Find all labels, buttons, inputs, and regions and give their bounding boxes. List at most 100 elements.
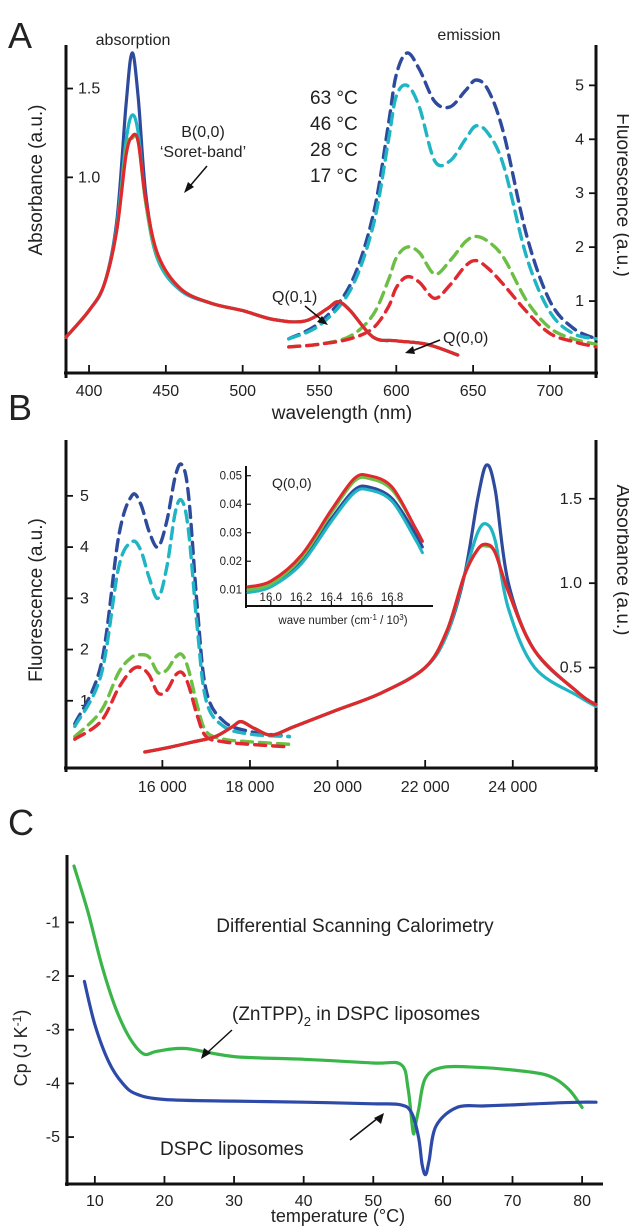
panel-a-emission-28-c-line — [287, 234, 598, 349]
panel-b-absorption-28-c-line — [143, 543, 598, 754]
legend-46c: 46 °C — [310, 114, 358, 135]
panel-c-ytick-label: -3 — [46, 1022, 60, 1039]
panel-a-left-ytick-label: 1.5 — [78, 81, 100, 98]
annotation-dspc: DSPC liposomes — [160, 1139, 304, 1160]
inset-17-c-line — [246, 472, 424, 589]
panel-a-x-label: wavelength (nm) — [271, 403, 412, 424]
annotation-znTPP: (ZnTPP)2 in DSPC liposomes — [232, 1004, 480, 1029]
panel-c-x-label: temperature (°C) — [271, 1206, 405, 1226]
panel-label-a: A — [8, 15, 32, 56]
panel-c-xtick-label: 50 — [364, 1193, 382, 1210]
panel-a-emission-46-c-line — [287, 83, 598, 341]
panel-a-xtick-label: 500 — [229, 383, 256, 400]
arrow-q00-head — [405, 346, 415, 354]
inset-xtick-label: 16.0 — [260, 592, 282, 604]
panel-b-xtick-label: 20 000 — [313, 779, 362, 796]
inset-63-c-line — [246, 484, 424, 592]
inset-ytick-label: 0.05 — [220, 471, 242, 483]
panel-c-dspc-liposomes-line — [82, 979, 598, 1177]
panel-a-absorption-63-c-line — [64, 51, 460, 357]
panel-c-zntpp-2-in-dspc-liposomes-line — [72, 864, 584, 1136]
arrow-dspc-head — [374, 1113, 384, 1124]
panel-c-xtick-label: 10 — [86, 1193, 104, 1210]
arrow-q01 — [304, 305, 323, 321]
arrow-soret — [189, 165, 208, 187]
arrow-znTPP-head — [201, 1048, 211, 1059]
panel-c-ytick-label: -5 — [46, 1129, 60, 1146]
panel-c-ytick-label: -1 — [46, 914, 60, 931]
panel-a-xtick-label: 600 — [383, 383, 410, 400]
inset-xtick-label: 16.4 — [320, 592, 343, 604]
panel-a-emission-63-c-line — [287, 51, 598, 341]
panel-b-y-label-left: Fluorescence (a.u.) — [26, 518, 47, 682]
inset-xtick-label: 16.2 — [290, 592, 312, 604]
panel-b-xtick-label: 16 000 — [138, 779, 187, 796]
panel-a-right-ytick-label: 5 — [575, 77, 584, 94]
panel-b-xtick-label: 24 000 — [488, 779, 537, 796]
panel-c-xtick-label: 20 — [156, 1193, 174, 1210]
inset-x-label: wave number (cm-1 / 103) — [277, 613, 407, 627]
panel-a-xtick-label: 450 — [153, 383, 180, 400]
inset-46-c-line — [246, 487, 424, 595]
panel-b-xtick-label: 18 000 — [225, 779, 274, 796]
panel-b-left-ytick-label: 4 — [80, 539, 89, 556]
panel-c-title: Differential Scanning Calorimetry — [216, 916, 494, 937]
panel-label-c: C — [8, 802, 34, 843]
panel-b-emission-63-c-line — [73, 462, 292, 739]
panel-b-absorption-17-c-line — [143, 542, 598, 754]
arrow-dspc — [349, 1117, 379, 1141]
panel-a-right-ytick-label: 3 — [575, 185, 584, 202]
inset-ytick-label: 0.02 — [220, 556, 242, 568]
legend-17c: 17 °C — [310, 166, 358, 187]
label-absorption: absorption — [96, 32, 171, 49]
inset-xtick-label: 16.8 — [381, 592, 403, 604]
inset-xtick-label: 16.6 — [351, 592, 373, 604]
panel-c-y-label: Cp (J K-1) — [10, 1010, 31, 1087]
panel-c-xtick-label: 40 — [295, 1193, 313, 1210]
panel-b-xtick-label: 22 000 — [401, 779, 450, 796]
panel-label-b: B — [8, 387, 32, 428]
panel-b-right-ytick-label: 1.5 — [560, 491, 582, 508]
legend-28c: 28 °C — [310, 140, 358, 161]
panel-a-left-ytick-label: 1.0 — [78, 169, 100, 186]
panel-b: 16 000 18 000 20 000 22 000 24 000 1 2 3 4 5 0.5… — [26, 440, 629, 796]
panel-b-left-ytick-label: 1 — [80, 693, 89, 710]
inset-q00: 16.0 16.2 16.4 16.6 16.8 0.01 0.02 0.03 0.04 0.0… — [220, 466, 433, 627]
arrow-q00 — [411, 339, 441, 352]
panel-c-xtick-label: 60 — [434, 1193, 452, 1210]
panel-a-xtick-label: 400 — [76, 383, 103, 400]
panel-a-absorption-17-c-line — [64, 132, 460, 357]
panel-a-right-ytick-label: 4 — [575, 131, 584, 148]
panel-c: 10 20 30 40 50 60 70 80 -1 -2 -3 -4 -5 Differential… — [10, 855, 603, 1226]
panel-b-right-ytick-label: 0.5 — [560, 660, 582, 677]
label-soret-1: B(0,0) — [181, 124, 225, 141]
label-soret-2: ‘Soret-band’ — [160, 144, 246, 161]
panel-c-xtick-label: 70 — [504, 1193, 522, 1210]
inset-ytick-label: 0.04 — [220, 499, 243, 511]
label-q01: Q(0,1) — [272, 289, 317, 306]
panel-b-emission-46-c-line — [73, 497, 292, 739]
panel-b-left-ytick-label: 3 — [80, 590, 89, 607]
label-q00: Q(0,0) — [443, 330, 488, 347]
arrow-q01-head — [317, 316, 328, 325]
panel-b-left-ytick-label: 5 — [80, 488, 89, 505]
panel-b-emission-17-c-line — [73, 665, 292, 749]
label-emission: emission — [437, 27, 500, 44]
panel-c-ytick-label: -2 — [46, 968, 60, 985]
panel-a-right-ytick-label: 2 — [575, 239, 584, 256]
panel-b-right-ytick-label: 1.0 — [560, 575, 582, 592]
arrow-znTPP — [207, 1029, 233, 1053]
legend: 63 °C 46 °C 28 °C 17 °C — [310, 88, 358, 187]
panel-a-xtick-label: 650 — [460, 383, 487, 400]
inset-title: Q(0,0) — [272, 475, 312, 491]
panel-a-xtick-label: 550 — [306, 383, 333, 400]
panel-a-y-label-right: Fluorescence (a.u.) — [612, 113, 629, 277]
inset-ytick-label: 0.01 — [220, 585, 242, 597]
panel-a: 400 450 500 550 600 650 700 1.0 1.5 1 2 3 4 5 Absor… — [26, 27, 629, 424]
panel-c-xtick-label: 80 — [573, 1193, 591, 1210]
panel-a-xtick-label: 700 — [537, 383, 564, 400]
panel-c-xtick-label: 30 — [225, 1193, 243, 1210]
panel-a-y-label-left: Absorbance (a.u.) — [26, 104, 47, 255]
panel-c-ytick-label: -4 — [46, 1075, 60, 1092]
